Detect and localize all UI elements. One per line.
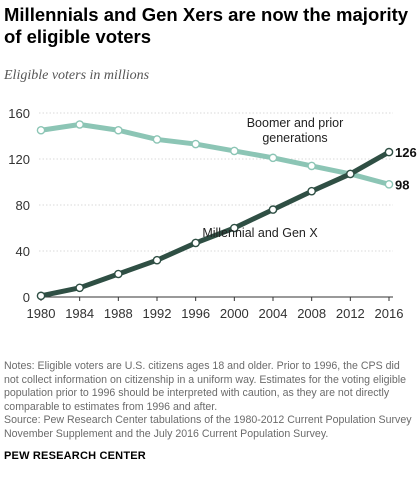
series-end-label: 126 — [395, 145, 417, 160]
y-tick-label: 40 — [16, 244, 30, 259]
data-point — [191, 139, 200, 149]
series-end-label: 98 — [395, 177, 409, 192]
series-label: generations — [262, 131, 327, 145]
data-point — [36, 125, 46, 135]
data-point — [75, 283, 84, 293]
notes-text: Notes: Eligible voters are U.S. citizens… — [4, 360, 406, 413]
x-tick-label: 2000 — [220, 306, 249, 321]
data-point — [75, 120, 84, 129]
y-tick-label: 0 — [23, 290, 30, 305]
chart-title: Millennials and Gen Xers are now the maj… — [4, 4, 409, 47]
data-point — [268, 153, 278, 163]
notes-block: Notes: Eligible voters are U.S. citizens… — [4, 360, 416, 442]
line-chart: 0 40 80 120 160 1980 1984 1988 1992 1996 2000 2004 2… — [8, 106, 417, 321]
series-label: Boomer and prior — [247, 116, 344, 130]
data-point — [114, 125, 123, 135]
data-point — [268, 205, 278, 214]
data-point — [230, 223, 239, 233]
y-tick-label: 160 — [8, 106, 30, 121]
data-point — [384, 179, 394, 189]
x-tick-label: 1980 — [27, 306, 56, 321]
data-point — [307, 186, 316, 196]
data-point — [152, 135, 162, 144]
x-tick-label: 1992 — [143, 306, 172, 321]
source-text: Source: Pew Research Center tabulations … — [4, 414, 412, 440]
data-point — [36, 291, 46, 301]
data-point — [152, 255, 162, 265]
data-point — [114, 269, 123, 279]
series-line — [38, 149, 392, 299]
data-point — [384, 147, 394, 157]
data-point — [307, 161, 316, 171]
data-point — [346, 169, 355, 179]
x-tick-label: 2016 — [375, 306, 404, 321]
x-tick-label: 1996 — [181, 306, 210, 321]
series-line — [38, 122, 392, 187]
brand-logo-text: PEW RESEARCH CENTER — [4, 450, 146, 462]
x-tick-label: 2004 — [259, 306, 288, 321]
series-label: Millennial and Gen X — [202, 226, 318, 240]
data-point — [191, 238, 200, 248]
data-point — [230, 146, 239, 156]
x-tick-label: 2012 — [336, 306, 365, 321]
x-tick-label: 2008 — [297, 306, 326, 321]
x-tick-label: 1984 — [65, 306, 94, 321]
x-tick-label: 1988 — [104, 306, 133, 321]
chart-subtitle: Eligible voters in millions — [4, 68, 150, 83]
y-tick-label: 120 — [8, 152, 30, 167]
y-tick-label: 80 — [16, 198, 30, 213]
